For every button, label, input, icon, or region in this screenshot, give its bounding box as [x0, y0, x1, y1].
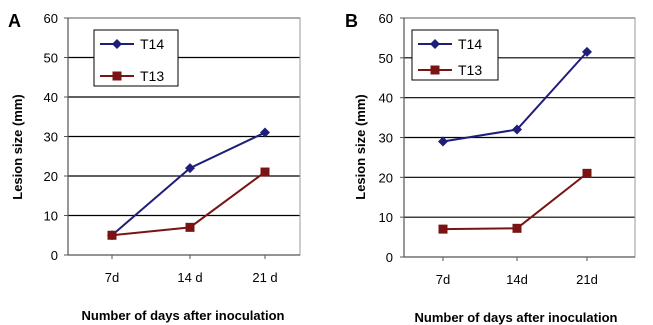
series-line-t13 [442, 172, 588, 231]
x-tick-label: 7d [436, 272, 450, 287]
x-axis-title: Number of days after inoculation [415, 310, 618, 325]
legend-label-t14: T14 [458, 36, 482, 52]
y-tick-label: 0 [51, 248, 58, 263]
x-axis-title: Number of days after inoculation [82, 308, 285, 323]
legend-marker-t13 [112, 71, 122, 81]
y-tick-label: 20 [44, 169, 58, 184]
y-tick-label: 0 [386, 250, 393, 265]
data-point-t14 [185, 163, 195, 174]
x-tick-label: 21d [576, 272, 598, 287]
y-tick-label: 40 [379, 91, 393, 106]
data-point-t13 [107, 230, 117, 240]
y-tick-label: 10 [44, 209, 58, 224]
legend-label-t14: T14 [140, 36, 164, 52]
data-point-t13 [512, 223, 522, 233]
y-tick-label: 60 [379, 11, 393, 26]
y-tick-label: 60 [44, 11, 58, 26]
x-tick-label: 14d [506, 272, 528, 287]
data-point-t13 [438, 224, 448, 234]
legend-label-t13: T13 [140, 68, 164, 84]
data-point-t14 [260, 127, 270, 138]
y-tick-label: 50 [379, 51, 393, 66]
y-tick-label: 30 [44, 130, 58, 145]
y-tick-label: 20 [379, 170, 393, 185]
data-point-t14 [512, 124, 522, 135]
y-axis-title: Lesion size (mm) [353, 94, 368, 199]
chart-panel-b: B 0 10 20 30 40 50 60 7d 14d 21d Lesion size (mm… [345, 11, 636, 325]
data-point-t13 [260, 167, 270, 177]
data-point-t14 [438, 136, 448, 147]
y-axis-title: Lesion size (mm) [10, 94, 25, 199]
panel-label-b: B [345, 11, 358, 31]
chart-panel-a: A 0 10 20 30 40 50 60 7d 14 d 21 d Lesion size (… [8, 11, 301, 323]
legend-box [411, 29, 499, 81]
legend-marker-t14 [430, 39, 440, 49]
x-tick-label: 7d [105, 270, 119, 285]
legend-marker-t14 [112, 39, 122, 49]
panel-label-a: A [8, 11, 21, 31]
y-tick-label: 10 [379, 210, 393, 225]
data-point-t13 [185, 222, 195, 232]
legend-box [93, 29, 179, 87]
y-tick-label: 50 [44, 51, 58, 66]
legend-marker-t13 [430, 65, 440, 75]
legend-label-t13: T13 [458, 62, 482, 78]
y-tick-label: 30 [379, 131, 393, 146]
series-line-t14 [111, 131, 266, 237]
x-tick-label: 21 d [252, 270, 277, 285]
data-point-t13 [582, 168, 592, 178]
data-point-t14 [582, 46, 592, 57]
x-tick-label: 14 d [177, 270, 202, 285]
y-tick-label: 40 [44, 90, 58, 105]
